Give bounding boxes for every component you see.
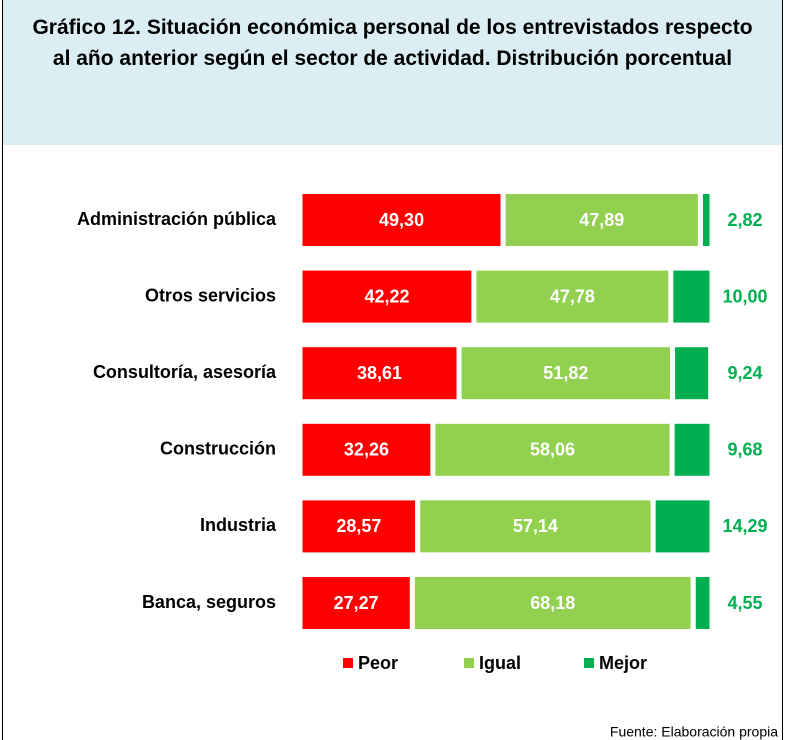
value-label: 27,27 <box>334 593 379 613</box>
category-label: Construcción <box>160 439 276 459</box>
value-label: 58,06 <box>530 440 575 460</box>
value-label: 57,14 <box>513 516 558 536</box>
value-label: 9,68 <box>727 440 762 460</box>
source: Fuente: Elaboración propia <box>610 724 778 740</box>
bar-segment <box>668 265 715 328</box>
bar-segment <box>670 342 714 405</box>
value-label: 47,78 <box>550 286 595 306</box>
legend-swatch <box>584 658 594 668</box>
bar-segment <box>471 265 674 328</box>
category-label: Consultoría, asesoría <box>93 362 277 382</box>
category-label: Otros servicios <box>145 285 276 305</box>
legend-label: Mejor <box>599 653 647 673</box>
value-label: 51,82 <box>543 363 588 383</box>
value-label: 68,18 <box>530 593 575 613</box>
bar-segment <box>456 342 676 405</box>
bar-segment <box>690 572 715 634</box>
bar-segment <box>297 342 462 405</box>
value-label: 38,61 <box>357 363 402 383</box>
value-label: 2,82 <box>727 210 762 230</box>
value-label: 42,22 <box>364 286 409 306</box>
bar-segment <box>297 189 506 251</box>
category-label: Administración pública <box>77 209 277 229</box>
legend-label: Igual <box>479 653 521 673</box>
legend-swatch <box>343 658 353 668</box>
category-label: Industria <box>200 515 277 535</box>
bar-segment <box>697 189 715 251</box>
value-label: 14,29 <box>722 516 767 536</box>
value-label: 32,26 <box>344 440 389 460</box>
legend-label: Peor <box>358 653 398 673</box>
category-label: Banca, seguros <box>142 592 276 612</box>
value-label: 9,24 <box>727 363 762 383</box>
value-label: 4,55 <box>727 593 762 613</box>
legend-swatch <box>464 658 474 668</box>
value-label: 49,30 <box>379 210 424 230</box>
chart-title: Gráfico 12. Situación económica personal… <box>3 0 782 145</box>
value-label: 47,89 <box>579 210 624 230</box>
bar-segment <box>650 495 715 558</box>
value-label: 10,00 <box>722 286 767 306</box>
bar-segment <box>669 418 715 481</box>
value-label: 28,57 <box>336 516 381 536</box>
bar-segment <box>297 265 477 328</box>
